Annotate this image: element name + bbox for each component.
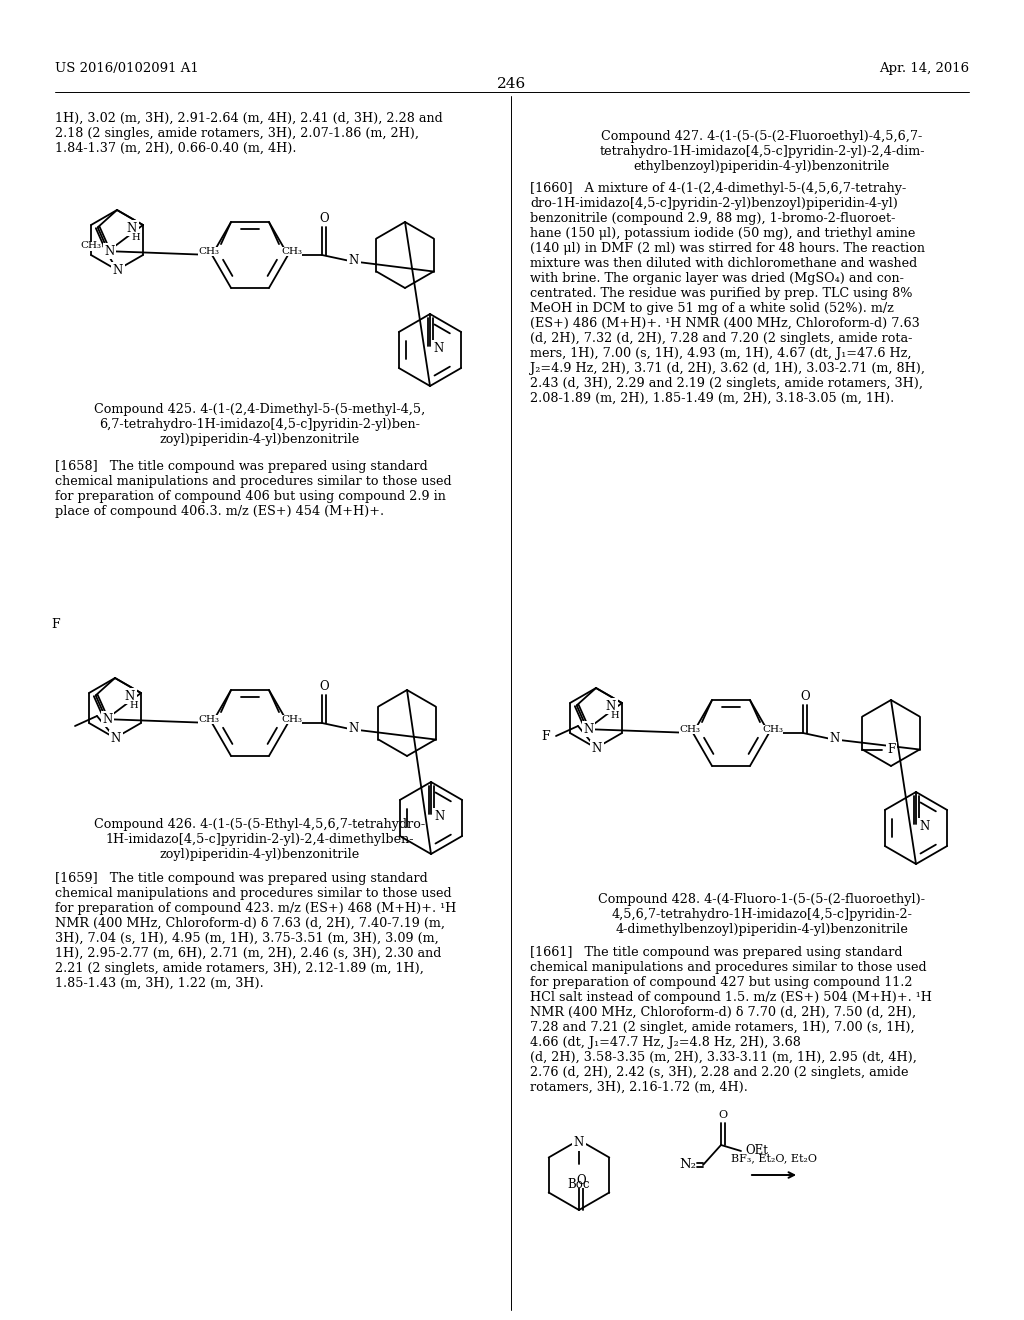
Text: N: N bbox=[592, 742, 602, 755]
Text: N: N bbox=[573, 1137, 584, 1150]
Text: H: H bbox=[610, 711, 620, 721]
Text: Boc: Boc bbox=[567, 1177, 590, 1191]
Text: N: N bbox=[349, 255, 359, 268]
Text: N: N bbox=[434, 342, 444, 355]
Text: O: O bbox=[319, 211, 329, 224]
Text: OEt: OEt bbox=[745, 1144, 768, 1158]
Text: CH₃: CH₃ bbox=[679, 725, 700, 734]
Text: N: N bbox=[349, 722, 359, 735]
Text: H: H bbox=[132, 234, 140, 243]
Text: F: F bbox=[51, 619, 60, 631]
Text: N: N bbox=[127, 222, 137, 235]
Text: N: N bbox=[920, 820, 930, 833]
Text: F: F bbox=[888, 743, 896, 756]
Text: N: N bbox=[829, 733, 840, 746]
Text: CH₃: CH₃ bbox=[198, 247, 219, 256]
Text: [1659]   The title compound was prepared using standard
chemical manipulations a: [1659] The title compound was prepared u… bbox=[55, 873, 457, 990]
Text: N: N bbox=[606, 700, 616, 713]
Text: 246: 246 bbox=[498, 77, 526, 91]
Text: Compound 427. 4-(1-(5-(5-(2-Fluoroethyl)-4,5,6,7-
tetrahydro-1H-imidazo[4,5-c]py: Compound 427. 4-(1-(5-(5-(2-Fluoroethyl)… bbox=[599, 129, 925, 173]
Text: N: N bbox=[102, 713, 113, 726]
Text: CH₃: CH₃ bbox=[281, 247, 302, 256]
Text: N: N bbox=[113, 264, 123, 276]
Text: N: N bbox=[104, 244, 115, 257]
Text: H: H bbox=[130, 701, 138, 710]
Text: N: N bbox=[435, 809, 445, 822]
Text: N: N bbox=[125, 689, 135, 702]
Text: N₂: N₂ bbox=[679, 1159, 696, 1172]
Text: US 2016/0102091 A1: US 2016/0102091 A1 bbox=[55, 62, 199, 75]
Text: Compound 428. 4-(4-Fluoro-1-(5-(5-(2-fluoroethyl)-
4,5,6,7-tetrahydro-1H-imidazo: Compound 428. 4-(4-Fluoro-1-(5-(5-(2-flu… bbox=[598, 894, 926, 936]
Text: CH₃: CH₃ bbox=[198, 715, 219, 725]
Text: [1661]   The title compound was prepared using standard
chemical manipulations a: [1661] The title compound was prepared u… bbox=[530, 946, 932, 1094]
Text: CH₃: CH₃ bbox=[281, 715, 302, 725]
Text: Compound 426. 4-(1-(5-(5-Ethyl-4,5,6,7-tetrahydro-
1H-imidazo[4,5-c]pyridin-2-yl: Compound 426. 4-(1-(5-(5-Ethyl-4,5,6,7-t… bbox=[94, 818, 426, 861]
Text: BF₃, Et₂O, Et₂O: BF₃, Et₂O, Et₂O bbox=[731, 1152, 817, 1163]
Text: 1H), 3.02 (m, 3H), 2.91-2.64 (m, 4H), 2.41 (d, 3H), 2.28 and
2.18 (2 singles, am: 1H), 3.02 (m, 3H), 2.91-2.64 (m, 4H), 2.… bbox=[55, 112, 442, 154]
Text: CH₃: CH₃ bbox=[762, 725, 783, 734]
Text: O: O bbox=[800, 689, 810, 702]
Text: [1660]   A mixture of 4-(1-(2,4-dimethyl-5-(4,5,6,7-tetrahy-
dro-1H-imidazo[4,5-: [1660] A mixture of 4-(1-(2,4-dimethyl-5… bbox=[530, 182, 925, 405]
Text: O: O bbox=[719, 1110, 728, 1119]
Text: O: O bbox=[319, 680, 329, 693]
Text: N: N bbox=[583, 722, 593, 735]
Text: CH₃: CH₃ bbox=[80, 242, 101, 251]
Text: [1658]   The title compound was prepared using standard
chemical manipulations a: [1658] The title compound was prepared u… bbox=[55, 459, 452, 517]
Text: O: O bbox=[577, 1173, 586, 1187]
Text: F: F bbox=[542, 730, 550, 742]
Text: Apr. 14, 2016: Apr. 14, 2016 bbox=[879, 62, 969, 75]
Text: Compound 425. 4-(1-(2,4-Dimethyl-5-(5-methyl-4,5,
6,7-tetrahydro-1H-imidazo[4,5-: Compound 425. 4-(1-(2,4-Dimethyl-5-(5-me… bbox=[94, 403, 426, 446]
Text: N: N bbox=[111, 731, 121, 744]
